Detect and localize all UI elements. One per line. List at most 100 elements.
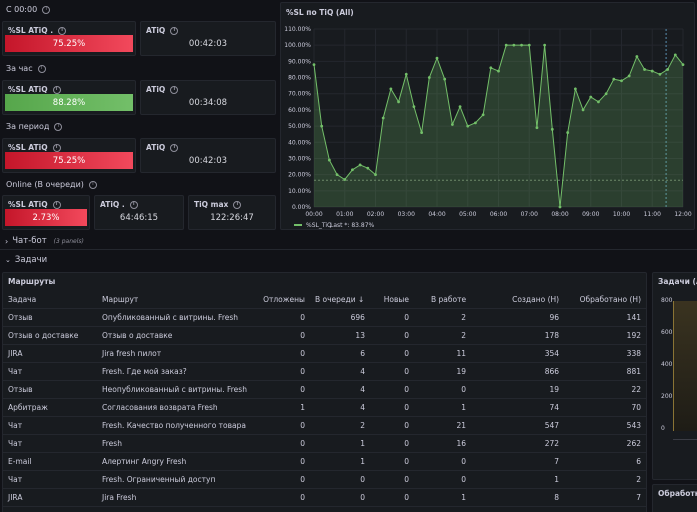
data-point [489,66,493,70]
cell-in-work: 21 [413,416,472,435]
cell-in-work: 11 [413,344,472,363]
tasks-all-ytick: 800 [661,297,673,304]
info-icon[interactable]: i [170,85,179,94]
stat-sl-atiq-day[interactable]: %SL ATiQ .i 75.25% [2,21,136,56]
info-icon[interactable]: i [129,200,138,209]
table-row[interactable]: Арбитраж Согласования возврата Fresh 1 4 0 1 7… [3,398,646,417]
cell-processed: 262 [564,434,646,453]
cell-processed: 881 [564,362,646,381]
col-in-work[interactable]: В работе [413,291,472,309]
data-point [581,108,585,112]
x-tick-label: 05:00 [459,211,476,218]
routes-table: Задача Маршрут Отложены В очереди ↓ Новы… [3,291,646,507]
x-tick-label: 03:00 [398,211,415,218]
y-tick-label: 60.00% [288,107,311,114]
table-row[interactable]: Чат Fresh. Ограниченный доступ 0 0 0 0 1 2 [3,470,646,489]
table-row[interactable]: JIRA Jira Fresh 0 0 0 1 8 7 [3,488,646,507]
legend-last: Last *: 83.87% [330,222,375,229]
sl-tiq-chart-panel[interactable]: %SL по TiQ (All) 110.00% 100.00% 90.00% 80.… [280,2,695,230]
stat-atiq-period[interactable]: ATiQ i 00:42:03 [140,138,276,173]
data-point [658,72,662,76]
col-queue[interactable]: В очереди ↓ [309,291,370,309]
table-row[interactable]: Отзыв о доставке Отзыв о доставке 0 13 0 2 178… [3,326,646,345]
table-row[interactable]: Чат Fresh. Качество полученного товара 0 2 0… [3,416,646,435]
col-route[interactable]: Маршрут [97,291,252,309]
processing-title: Обработка [658,489,697,498]
data-point [504,43,508,47]
info-icon[interactable]: i [37,64,46,73]
cell-new: 0 [369,470,414,489]
info-icon[interactable]: i [54,122,63,131]
table-row[interactable]: JIRA Jira fresh пилот 0 6 0 11 354 338 [3,344,646,363]
cell-in-work: 2 [413,326,472,345]
cell-route: Fresh. Ограниченный доступ [97,470,252,489]
cell-created: 74 [471,398,565,417]
row-chatbot[interactable]: › Чат-бот (3 panels) [5,236,84,246]
table-row[interactable]: Отзыв Неопубликованный с витрины. Fresh 0 4… [3,380,646,399]
data-point [612,77,616,81]
x-tick-label: 01:00 [336,211,353,218]
info-icon[interactable]: i [170,26,179,35]
info-icon[interactable]: i [52,200,61,209]
data-point [312,63,316,66]
stat-atiq-hour[interactable]: ATiQ i 00:34:08 [140,80,276,115]
table-row[interactable]: Чат Fresh. Где мой заказ? 0 4 0 19 866 881 [3,362,646,381]
info-icon[interactable]: i [52,85,61,94]
table-row[interactable]: E-mail Алертинг Angry Fresh 0 1 0 0 7 6 [3,452,646,471]
tasks-all-panel[interactable]: Задачи (All) 800 600 400 200 0 [652,272,697,480]
cell-task: Чат [3,470,97,489]
col-created[interactable]: Создано (Н) [471,291,565,309]
x-tick-label: 11:00 [644,211,661,218]
data-point [466,124,470,128]
stat-value: 00:42:03 [188,38,228,49]
section-since-midnight: С 00:00 i [6,5,51,14]
data-point [597,100,600,104]
cell-route: Согласования возврата Fresh [97,398,252,417]
data-point [435,56,439,60]
stat-tiq-max[interactable]: TiQ max i 122:26:47 [188,195,276,230]
data-point [604,92,608,96]
info-icon[interactable]: i [52,143,61,152]
cell-task: Отзыв о доставке [3,326,97,345]
cell-new: 0 [369,434,414,453]
processing-panel[interactable]: Обработка [652,484,697,512]
tasks-all-ytick: 200 [661,393,673,400]
cell-delayed: 0 [251,416,310,435]
stat-value: 00:34:08 [188,97,228,108]
cell-processed: 543 [564,416,646,435]
data-point [543,43,547,47]
cell-task: JIRA [3,488,97,507]
info-icon[interactable]: i [42,5,51,14]
info-icon[interactable]: i [233,200,242,209]
stat-atiq-day[interactable]: ATiQ i 00:42:03 [140,21,276,56]
col-new[interactable]: Новые [369,291,414,309]
cell-in-work: 0 [413,380,472,399]
info-icon[interactable]: i [170,143,179,152]
stat-value: 75.25% [5,152,133,169]
cell-queue: 0 [309,470,370,489]
routes-table-panel[interactable]: Маршруты Задача Маршрут Отложены В очере… [2,272,647,512]
y-tick-label: 110.00% [284,26,311,33]
stat-value: 00:42:03 [188,155,228,166]
cell-in-work: 0 [413,470,472,489]
cell-queue: 4 [309,380,370,399]
cell-task: E-mail [3,452,97,471]
stat-sl-atiq-online[interactable]: %SL ATiQ i 2.73% [2,195,90,230]
col-task[interactable]: Задача [3,291,97,309]
table-row[interactable]: Чат Fresh 0 1 0 16 272 262 [3,434,646,453]
col-processed[interactable]: Обработано (Н) [564,291,646,309]
stat-sl-atiq-hour[interactable]: %SL ATiQ i 88.28% [2,80,136,115]
row-tasks[interactable]: ⌄ Задачи [5,255,47,265]
stat-atiq-online[interactable]: ATiQ .i 64:46:15 [94,195,184,230]
table-row[interactable]: Отзыв Опубликованный с витрины. Fresh 0 696… [3,308,646,327]
cell-route: Fresh. Где мой заказ? [97,362,252,381]
data-point [643,68,646,71]
cell-queue: 4 [309,362,370,381]
info-icon[interactable]: i [88,180,97,189]
data-point [374,173,377,177]
stat-sl-atiq-period[interactable]: %SL ATiQ i 75.25% [2,138,136,173]
cell-new: 0 [369,416,414,435]
info-icon[interactable]: i [58,26,67,35]
stat-value: 88.28% [5,94,133,111]
col-delayed[interactable]: Отложены [251,291,310,309]
